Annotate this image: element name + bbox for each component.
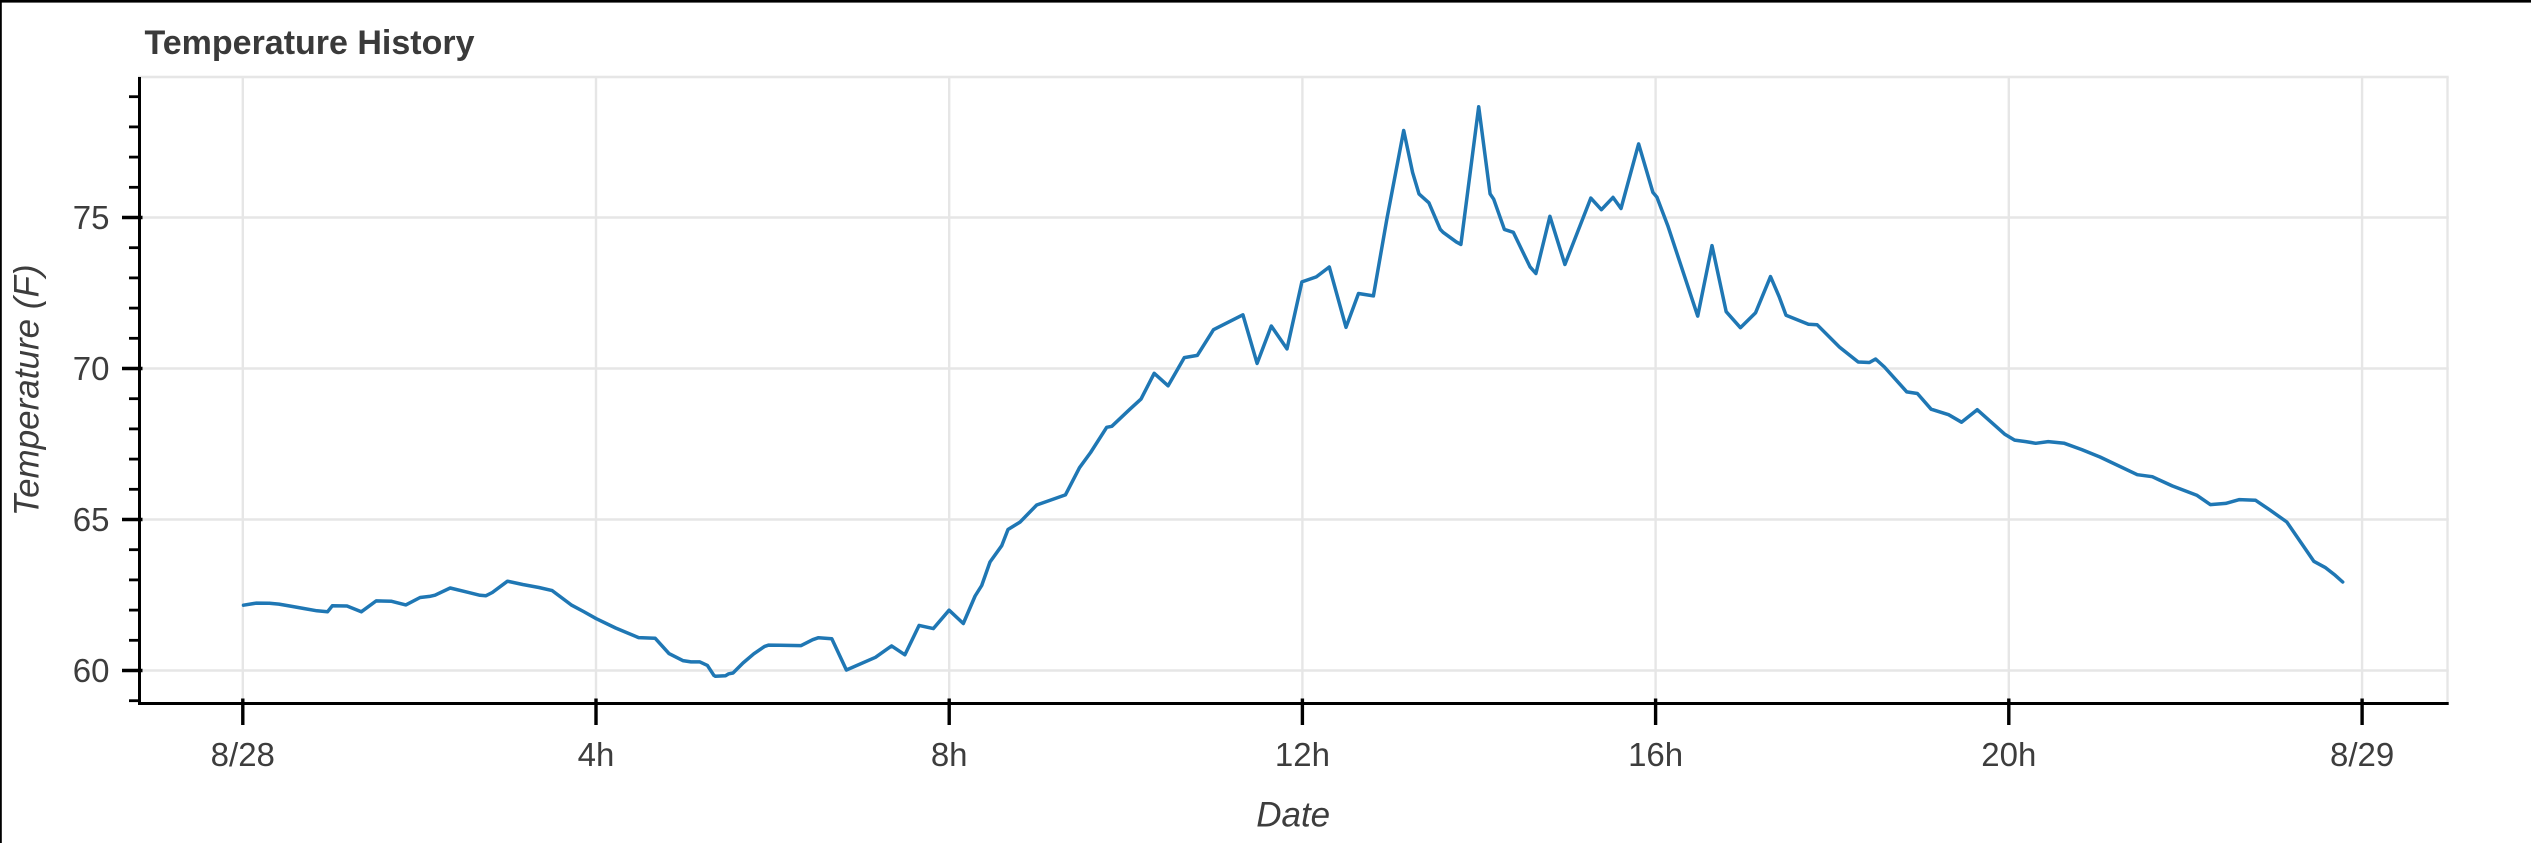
- svg-text:60: 60: [73, 652, 110, 689]
- svg-text:8h: 8h: [931, 736, 968, 773]
- svg-text:16h: 16h: [1628, 736, 1683, 773]
- svg-text:8/28: 8/28: [211, 736, 275, 773]
- svg-text:75: 75: [73, 199, 110, 236]
- svg-text:Temperature History: Temperature History: [145, 24, 475, 62]
- svg-text:8/29: 8/29: [2330, 736, 2394, 773]
- svg-text:20h: 20h: [1981, 736, 2036, 773]
- svg-text:70: 70: [73, 350, 110, 387]
- svg-text:Date: Date: [1256, 796, 1330, 835]
- svg-text:12h: 12h: [1275, 736, 1330, 773]
- svg-text:4h: 4h: [578, 736, 615, 773]
- svg-text:65: 65: [73, 501, 110, 538]
- svg-text:Temperature (F): Temperature (F): [8, 265, 47, 517]
